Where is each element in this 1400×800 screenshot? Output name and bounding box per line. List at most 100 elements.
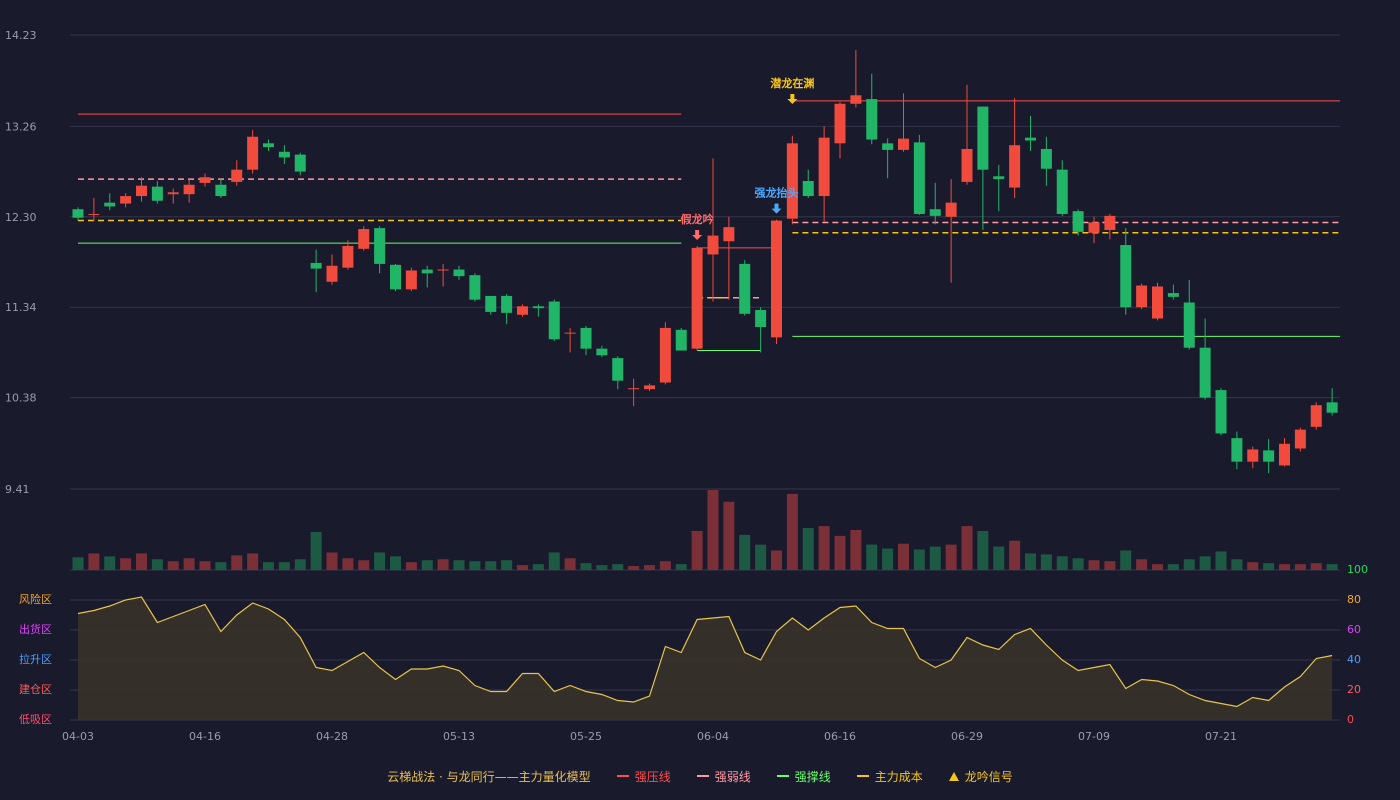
- volume-bar: [1279, 564, 1290, 570]
- x-tick-label: 06-04: [697, 730, 729, 743]
- volume-bar: [612, 564, 624, 570]
- volume-bar: [580, 563, 592, 570]
- legend-item: 主力成本: [856, 768, 923, 785]
- candle-body: [739, 263, 751, 314]
- volume-bar: [263, 562, 274, 570]
- indicator-area: [78, 597, 1333, 720]
- candle-body: [421, 269, 433, 274]
- candle-body: [1326, 402, 1338, 413]
- volume-bar: [294, 559, 306, 570]
- candle-body: [326, 265, 338, 282]
- legend-item: 强撑线: [776, 768, 831, 785]
- indicator-tick-label: 100: [1347, 563, 1368, 576]
- volume-bar: [691, 530, 703, 570]
- volume-bar: [644, 565, 655, 570]
- candle-body: [136, 185, 147, 197]
- volume-bar: [1183, 559, 1195, 570]
- candle-body: [707, 235, 719, 255]
- volume-bar: [564, 558, 576, 570]
- candle-body: [437, 269, 449, 271]
- candle-body: [913, 142, 925, 214]
- volume-bar: [501, 560, 513, 570]
- candle-body: [294, 154, 306, 172]
- legend-label: 强压线: [634, 769, 671, 784]
- candle-body: [1136, 285, 1148, 308]
- volume-bar: [1231, 559, 1243, 570]
- candle-body: [1231, 438, 1243, 462]
- x-tick-label: 07-21: [1205, 730, 1237, 743]
- candle-body: [1120, 245, 1132, 308]
- volume-bar: [278, 562, 290, 570]
- legend-label: 强撑线: [794, 769, 831, 784]
- volume-bar: [882, 548, 894, 570]
- candle-body: [1247, 449, 1259, 462]
- volume-bar: [771, 550, 782, 570]
- volume-bar: [866, 544, 878, 570]
- x-tick-label: 04-16: [189, 730, 221, 743]
- volume-bar: [374, 552, 386, 570]
- y-tick-label: 14.23: [5, 29, 37, 42]
- candle-body: [945, 202, 957, 217]
- legend: 云梯战法 · 与龙同行——主力量化模型 强压线 强弱线 强撑线 主力成本 龙吟信号: [0, 766, 1400, 786]
- candle-body: [390, 264, 401, 290]
- signal-arrow: [787, 94, 798, 104]
- zone-label: 风险区: [19, 592, 52, 606]
- volume-bar: [913, 549, 925, 570]
- candle-body: [1183, 302, 1195, 348]
- volume-bar: [850, 530, 862, 570]
- volume-bar: [977, 530, 989, 570]
- candle-body: [1199, 347, 1211, 398]
- volume-bar: [1167, 564, 1179, 570]
- legend-label: 龙吟信号: [964, 769, 1013, 784]
- volume-bar: [88, 553, 100, 570]
- candle-body: [247, 136, 259, 170]
- signal-arrow: [692, 229, 703, 240]
- volume-bar: [1294, 564, 1306, 570]
- candle-body: [167, 192, 179, 195]
- signal-label: 潜龙在渊: [770, 76, 814, 90]
- zone-label: 出货区: [19, 622, 52, 636]
- candle-body: [310, 262, 322, 269]
- volume-bar: [993, 546, 1005, 570]
- volume-bar: [136, 553, 147, 570]
- legend-item: 强压线: [616, 768, 671, 785]
- signal-label: 强龙抬头: [755, 186, 799, 200]
- y-tick-label: 9.41: [5, 483, 30, 496]
- chart: 9.41 10.38 11.34 12.30 13.26 14.23 0 20 40 60 80 10…: [5, 29, 1368, 743]
- candle-body: [1310, 405, 1322, 427]
- volume-bar: [1072, 558, 1084, 570]
- volume-bar: [183, 558, 195, 570]
- volume-bar: [802, 528, 814, 570]
- candle-body: [1009, 145, 1021, 188]
- candle-body: [151, 186, 163, 201]
- volume-bar: [659, 561, 671, 570]
- volume-bar: [1104, 561, 1116, 570]
- volume-bar: [929, 546, 941, 570]
- candle-body: [1279, 443, 1290, 466]
- volume-bar: [1025, 553, 1036, 570]
- indicator-tick-label: 80: [1347, 593, 1361, 606]
- indicator-tick-label: 60: [1347, 623, 1361, 636]
- candle-body: [612, 358, 624, 381]
- legend-item: 龙吟信号: [948, 768, 1013, 785]
- indicator-tick-label: 40: [1347, 653, 1361, 666]
- candle-body: [215, 184, 227, 197]
- candle-body: [72, 209, 84, 218]
- candle-body: [898, 138, 909, 150]
- volume-bar: [532, 564, 544, 570]
- volume-bar: [326, 552, 338, 570]
- legend-label: 强弱线: [714, 769, 751, 784]
- candle-body: [278, 151, 290, 158]
- volume-bar: [104, 556, 116, 570]
- volume-bar: [247, 553, 259, 570]
- candle-body: [675, 329, 687, 351]
- volume-bar: [167, 561, 179, 570]
- legend-swatch: [776, 775, 789, 777]
- volume-bar: [1009, 540, 1021, 570]
- candle-body: [1072, 211, 1084, 232]
- volume-bar: [517, 565, 528, 570]
- volume-bar: [707, 490, 719, 570]
- candle-body: [1215, 390, 1227, 434]
- candle-body: [866, 99, 878, 140]
- candle-body: [691, 247, 703, 349]
